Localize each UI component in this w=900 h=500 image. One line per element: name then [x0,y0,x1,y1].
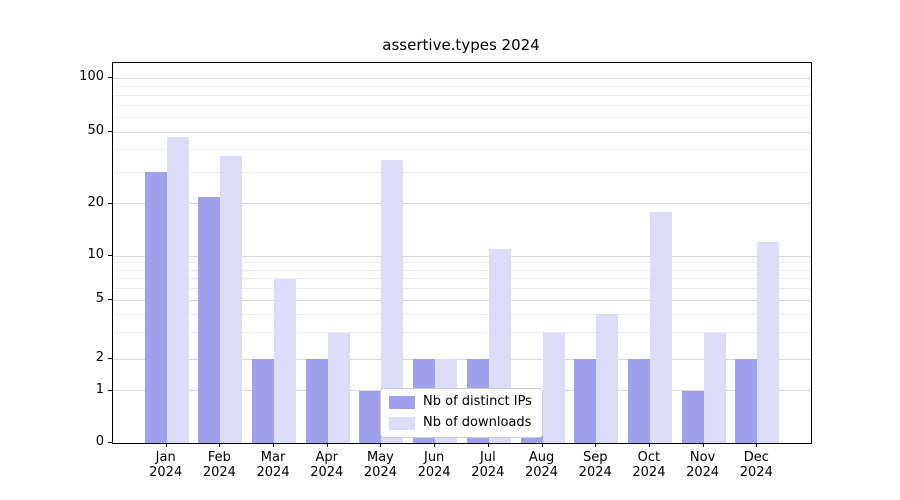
gridline-minor [113,262,811,264]
x-tick-label: Nov 2024 [686,450,720,480]
gridline-major [113,299,811,301]
x-tick-mark [756,443,758,447]
x-tick-label: Feb 2024 [202,450,236,480]
x-tick-mark [434,443,436,447]
bar-downloads [542,332,565,443]
y-tick-mark [108,299,112,301]
y-tick-label: 5 [95,291,104,307]
legend-label-distinct-ips: Nb of distinct IPs [423,394,532,409]
gridline-minor [113,171,811,173]
x-tick-mark [702,443,704,447]
bar-distinct-ips [574,359,597,443]
x-tick-label: Apr 2024 [310,450,344,480]
gridline-major [113,255,811,257]
gridline-major [113,77,811,79]
bar-distinct-ips [198,196,221,443]
bar-downloads [703,332,726,443]
x-tick-mark [273,443,275,447]
bar-downloads [381,160,404,443]
legend-item-downloads: Nb of downloads [389,416,532,430]
bar-downloads [649,211,672,443]
gridline-minor [113,117,811,119]
bar-distinct-ips [735,359,758,443]
x-tick-mark [541,443,543,447]
legend-label-downloads: Nb of downloads [423,415,532,430]
bar-downloads [274,278,297,443]
bar-distinct-ips [252,359,275,443]
x-tick-mark [326,443,328,447]
x-tick-label: Dec 2024 [739,450,773,480]
legend: Nb of distinct IPs Nb of downloads [380,388,543,438]
legend-item-distinct-ips: Nb of distinct IPs [389,395,532,409]
y-tick-label: 0 [95,434,104,449]
bar-distinct-ips [144,172,167,443]
y-tick-label: 1 [95,381,104,397]
bar-distinct-ips [359,390,382,443]
x-tick-mark [595,443,597,447]
y-tick-mark [108,131,112,133]
bar-distinct-ips [305,359,328,443]
gridline-major [113,131,811,133]
bar-downloads [596,314,619,443]
gridline-minor [113,105,811,107]
x-tick-mark [648,443,650,447]
y-tick-mark [108,442,112,443]
gridline-minor [113,269,811,271]
gridline-minor [113,85,811,87]
legend-swatch-downloads [389,416,415,430]
gridline-minor [113,95,811,97]
y-tick-mark [108,389,112,391]
y-tick-mark [108,202,112,204]
bar-distinct-ips [627,359,650,443]
x-tick-label: Mar 2024 [256,450,290,480]
y-tick-label: 2 [95,350,104,366]
gridline-major [113,358,811,360]
bar-downloads [220,155,243,443]
gridline-minor [113,278,811,280]
x-tick-mark [165,443,167,447]
y-tick-label: 100 [79,69,104,85]
x-tick-mark [219,443,221,447]
bar-distinct-ips [681,390,704,443]
x-tick-label: Aug 2024 [524,450,559,480]
y-tick-mark [108,255,112,257]
y-tick-label: 50 [87,123,104,139]
x-tick-label: Sep 2024 [578,450,612,480]
x-tick-mark [487,443,489,447]
gridline-minor [113,288,811,290]
y-tick-label: 10 [87,247,104,263]
gridline-minor [113,332,811,334]
y-tick-mark [108,358,112,360]
y-tick-label: 20 [87,194,104,210]
x-tick-label: Jul 2024 [471,450,505,480]
bar-downloads [166,137,189,443]
x-tick-label: Jun 2024 [417,450,451,480]
chart-title: assertive.types 2024 [382,36,540,54]
legend-swatch-distinct-ips [389,395,415,409]
plot-area [112,62,812,444]
x-tick-label: Jan 2024 [149,450,183,480]
y-tick-mark [108,77,112,79]
x-tick-mark [380,443,382,447]
bar-downloads [757,242,780,443]
bar-downloads [327,332,350,443]
gridline-minor [113,149,811,151]
gridline-major [113,203,811,205]
x-tick-label: May 2024 [363,450,397,480]
gridline-minor [113,313,811,315]
x-tick-label: Oct 2024 [632,450,666,480]
